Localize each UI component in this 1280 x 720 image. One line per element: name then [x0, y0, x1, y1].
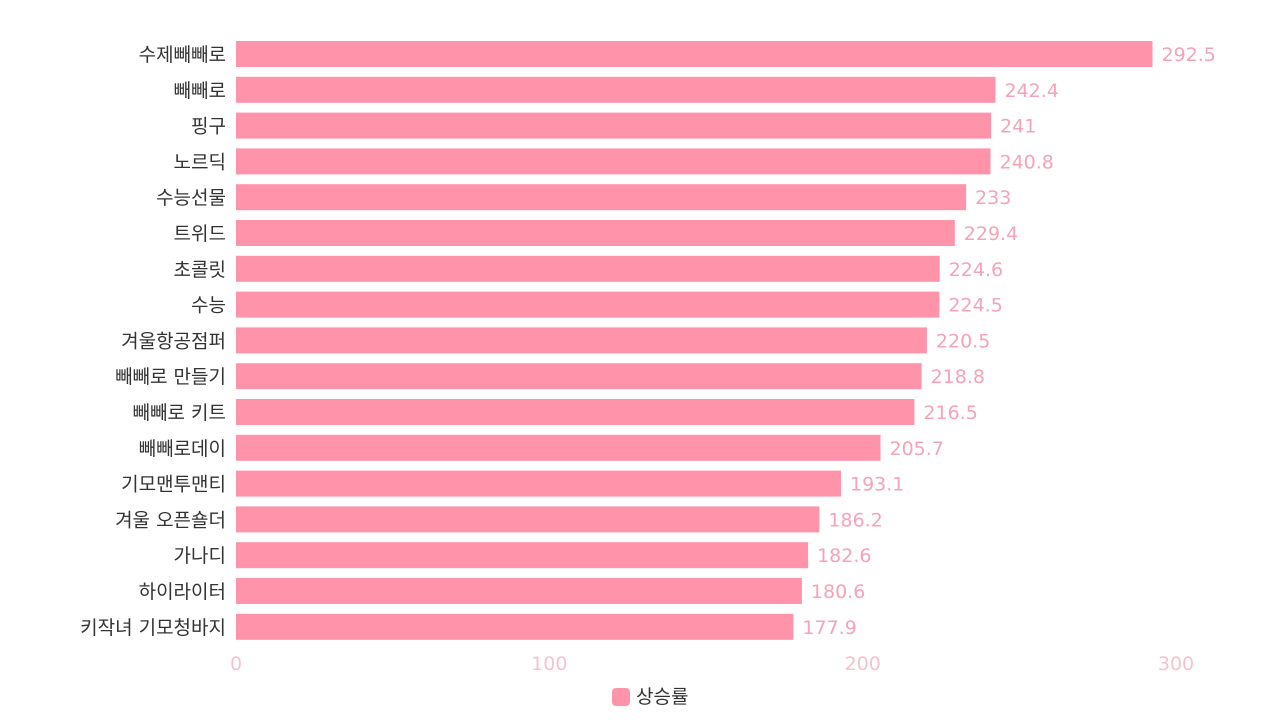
value-label: 224.6: [949, 259, 1003, 281]
value-label: 177.9: [802, 617, 856, 639]
bar: [236, 613, 794, 640]
value-label: 242.4: [1005, 80, 1059, 102]
value-label: 193.1: [850, 474, 904, 496]
value-label: 240.8: [1000, 151, 1054, 173]
value-label: 216.5: [923, 402, 977, 424]
value-label: 220.5: [936, 330, 990, 352]
category-label: 빼빼로 만들기: [115, 366, 226, 388]
legend-swatch: [612, 688, 630, 706]
bar: [236, 399, 915, 425]
value-labels: 292.5 242.4 241 240.8 233 229.4 224.6 224.5 220.…: [802, 44, 1216, 639]
bar: [236, 184, 967, 211]
x-tick-label: 200: [845, 653, 881, 675]
x-axis-ticks: 0 100 200 300: [230, 653, 1194, 675]
value-label: 205.7: [890, 438, 944, 460]
value-label: 229.4: [964, 223, 1018, 245]
category-label: 수능선물: [156, 187, 226, 209]
category-label: 기모맨투맨티: [121, 474, 226, 496]
x-tick-label: 0: [230, 653, 242, 675]
value-label: 233: [975, 187, 1011, 209]
bar: [236, 148, 991, 175]
category-label: 초콜릿: [174, 259, 226, 281]
category-label: 가나디: [174, 545, 226, 567]
category-label: 빼빼로데이: [139, 438, 226, 460]
value-label: 241: [1000, 116, 1036, 138]
bar: [236, 434, 881, 461]
category-label: 빼빼로: [174, 80, 226, 102]
bar: [236, 112, 992, 139]
bar: [236, 470, 841, 497]
value-label: 292.5: [1162, 44, 1216, 66]
value-label: 224.5: [948, 295, 1002, 317]
bar: [236, 41, 1153, 67]
category-label: 트위드: [174, 223, 226, 245]
value-label: 218.8: [931, 366, 985, 388]
legend-label: 상승률: [636, 686, 688, 708]
bar: [236, 542, 809, 569]
bar: [236, 76, 996, 103]
category-label: 노르딕: [174, 151, 226, 173]
category-label: 빼빼로 키트: [133, 402, 226, 424]
x-tick-label: 300: [1158, 653, 1194, 675]
bar: [236, 291, 940, 318]
bar: [236, 255, 940, 282]
bar: [236, 327, 927, 354]
category-label: 키작녀 기모청바지: [80, 617, 226, 639]
x-tick-label: 100: [531, 653, 567, 675]
legend: 상승률: [612, 686, 688, 708]
category-label: 수능: [191, 295, 226, 317]
value-label: 182.6: [817, 545, 871, 567]
category-label: 하이라이터: [139, 581, 226, 603]
category-label: 겨울 오픈숄더: [115, 509, 226, 531]
value-label: 186.2: [828, 509, 882, 531]
category-label: 겨울항공점퍼: [121, 330, 226, 352]
value-label: 180.6: [811, 581, 865, 603]
category-label: 수제빼빼로: [139, 44, 226, 66]
bar: [236, 363, 922, 390]
bar: [236, 506, 820, 533]
bar: [236, 220, 955, 246]
bar: [236, 578, 802, 604]
category-label: 핑구: [191, 116, 226, 138]
bars-group: [236, 41, 1153, 640]
